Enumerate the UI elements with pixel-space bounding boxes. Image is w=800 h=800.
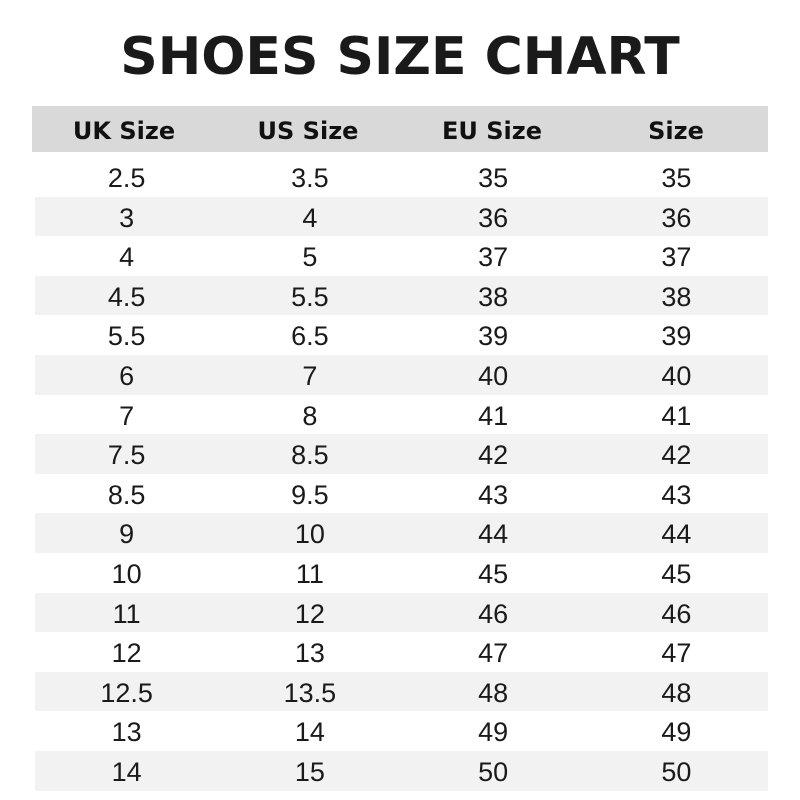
column-header-uk: UK Size [72, 117, 176, 145]
table-cell: 12.5 [100, 677, 153, 708]
table-cell: 48 [478, 677, 509, 708]
table-cell: 35 [661, 163, 692, 193]
table-cell: 3 [119, 202, 135, 233]
table-cell: 47 [661, 638, 692, 669]
table-cell: 9.5 [291, 479, 329, 510]
table-cell: 11 [112, 598, 141, 629]
table-cell: 44 [661, 519, 692, 550]
page-title: SHOES SIZE CHART [120, 27, 680, 87]
table-row: 14 15 50 50 [35, 750, 768, 791]
table-row: 5.5 6.5 39 39 [35, 315, 768, 355]
table-cell: 4 [302, 202, 318, 233]
table-cell: 46 [478, 598, 509, 629]
table-cell: 12 [111, 638, 142, 669]
table-cell: 36 [478, 202, 509, 233]
table-cell: 2.5 [107, 163, 146, 193]
table-body: 2.5 3.5 35 35 3 4 36 36 4 5 37 37 4.5 5.5 38 38 5.5 6.5 39… [35, 157, 768, 791]
table-cell: 39 [478, 321, 509, 352]
table-cell: 42 [661, 440, 692, 471]
table-cell: 36 [661, 202, 692, 233]
table-row: 12 13 47 47 [35, 632, 768, 672]
table-cell: 50 [661, 756, 692, 787]
table-cell: 46 [661, 598, 692, 629]
table-cell: 40 [661, 360, 692, 391]
column-header-eu: EU Size [442, 117, 542, 145]
table-cell: 7 [302, 360, 318, 391]
table-cell: 4 [119, 242, 135, 273]
table-row: 10 11 45 45 [35, 553, 768, 593]
table-cell: 14 [111, 756, 142, 787]
table-cell: 4.5 [107, 281, 146, 312]
table-cell: 44 [478, 519, 509, 550]
table-row: 13 14 49 49 [35, 711, 768, 751]
table-cell: 45 [661, 558, 692, 589]
table-row: 6 7 40 40 [35, 354, 768, 395]
table-cell: 37 [478, 242, 509, 273]
table-cell: 14 [294, 717, 325, 748]
table-cell: 47 [478, 638, 509, 669]
table-row: 11 12 46 46 [35, 592, 768, 633]
column-header-size: Size [648, 117, 704, 145]
table-cell: 8 [302, 400, 318, 431]
table-cell: 50 [478, 756, 509, 787]
table-cell: 43 [661, 479, 692, 510]
table-cell: 45 [478, 558, 509, 589]
table-cell: 7.5 [107, 440, 146, 471]
table-cell: 42 [478, 440, 509, 471]
table-cell: 11 [295, 558, 324, 589]
table-cell: 7 [119, 400, 135, 431]
table-cell: 38 [661, 281, 692, 312]
table-row: 7.5 8.5 42 42 [35, 434, 768, 474]
table-cell: 8.5 [107, 479, 146, 510]
table-cell: 49 [661, 717, 692, 748]
table-cell: 13.5 [283, 677, 337, 708]
table-cell: 38 [478, 281, 509, 312]
table-cell: 8.5 [291, 440, 329, 471]
table-row: 7 8 41 41 [35, 395, 768, 435]
table-row: 3 4 36 36 [35, 196, 768, 237]
table-cell: 43 [478, 479, 509, 510]
table-cell: 37 [661, 242, 692, 273]
table-cell: 13 [294, 638, 325, 669]
column-header-us: US Size [257, 117, 359, 145]
table-cell: 5.5 [291, 281, 329, 312]
table-cell: 15 [294, 756, 325, 787]
table-cell: 48 [661, 677, 692, 708]
table-cell: 40 [478, 360, 509, 391]
table-cell: 3.5 [291, 163, 329, 193]
table-cell: 41 [478, 400, 509, 431]
table-cell: 6 [119, 360, 135, 391]
table-cell: 5.5 [107, 321, 146, 352]
table-cell: 10 [294, 519, 325, 550]
table-cell: 35 [478, 163, 509, 193]
table-cell: 12 [294, 598, 325, 629]
table-row: 9 10 44 44 [35, 513, 768, 553]
table-row: 4 5 37 37 [35, 236, 768, 276]
table-cell: 49 [478, 717, 509, 748]
table-cell: 6.5 [291, 321, 329, 352]
table-cell: 13 [111, 717, 142, 748]
table-row: 4.5 5.5 38 38 [35, 275, 768, 316]
table-row: 8.5 9.5 43 43 [35, 474, 768, 514]
table-row: 2.5 3.5 35 35 [35, 157, 768, 197]
table-cell: 39 [661, 321, 692, 352]
table-cell: 5 [302, 242, 318, 273]
table-row: 12.5 13.5 48 48 [35, 671, 768, 712]
table-cell: 9 [119, 519, 135, 550]
table-header: UK Size US Size EU Size Size [32, 106, 768, 152]
table-cell: 41 [661, 400, 692, 431]
table-cell: 10 [111, 558, 142, 589]
